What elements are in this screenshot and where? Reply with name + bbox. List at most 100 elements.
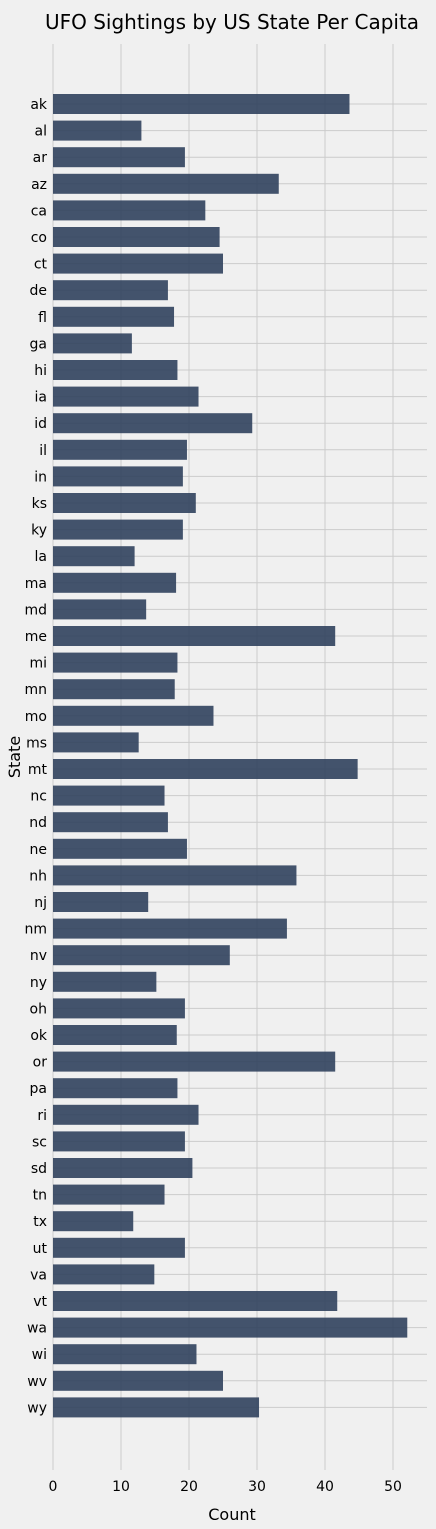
y-tick-labels: ak al ar az ca co ct de fl ga hi ia id il in ks ky la ma md… xyxy=(24,97,47,1416)
bar-mi xyxy=(53,652,178,673)
y-tick-label-wy: wy xyxy=(27,1400,47,1416)
bar-or xyxy=(53,1051,336,1072)
bar-ut xyxy=(53,1237,185,1258)
x-tick-label: 20 xyxy=(180,1479,198,1495)
bar-nh xyxy=(53,865,297,886)
bars xyxy=(53,94,408,1418)
bar-ak xyxy=(53,94,350,114)
bar-wv xyxy=(53,1370,223,1391)
bar-nv xyxy=(53,945,230,966)
bar-nm xyxy=(53,918,287,939)
y-tick-label-ga: ga xyxy=(30,336,47,352)
bar-wa xyxy=(53,1317,408,1338)
bar-ny xyxy=(53,971,157,992)
y-tick-label-ia: ia xyxy=(35,390,47,406)
bar-ga xyxy=(53,333,132,354)
y-tick-label-id: id xyxy=(34,416,47,432)
y-tick-label-tx: tx xyxy=(33,1214,47,1230)
y-tick-label-ks: ks xyxy=(32,496,47,512)
y-tick-label-wi: wi xyxy=(32,1347,47,1363)
bar-il xyxy=(53,439,187,460)
y-tick-label-ca: ca xyxy=(31,203,47,219)
y-tick-label-de: de xyxy=(30,283,48,299)
bar-in xyxy=(53,466,183,487)
x-tick-label: 10 xyxy=(112,1479,130,1495)
y-tick-label-sc: sc xyxy=(32,1134,47,1150)
bar-ne xyxy=(53,838,187,859)
y-tick-label-nh: nh xyxy=(29,868,47,884)
y-tick-label-ar: ar xyxy=(33,150,48,166)
y-tick-label-or: or xyxy=(33,1055,48,1071)
bar-nj xyxy=(53,892,149,912)
y-tick-label-in: in xyxy=(34,469,47,485)
bar-id xyxy=(53,413,253,434)
bar-co xyxy=(53,227,220,247)
bar-al xyxy=(53,120,142,141)
y-tick-label-mn: mn xyxy=(24,682,47,698)
y-tick-label-hi: hi xyxy=(34,363,47,379)
bar-az xyxy=(53,173,279,194)
bar-oh xyxy=(53,998,185,1019)
bar-hi xyxy=(53,360,178,380)
y-tick-label-ok: ok xyxy=(30,1028,48,1044)
y-tick-label-nv: nv xyxy=(30,948,47,964)
y-tick-label-md: md xyxy=(24,602,47,618)
y-tick-label-ak: ak xyxy=(30,97,48,113)
y-tick-label-ms: ms xyxy=(26,735,47,751)
bar-sd xyxy=(53,1158,193,1178)
y-tick-label-wa: wa xyxy=(27,1321,47,1337)
x-tick-label: 40 xyxy=(316,1479,334,1495)
y-tick-label-sd: sd xyxy=(31,1161,47,1177)
bar-ma xyxy=(53,572,177,593)
y-tick-label-nm: nm xyxy=(24,922,47,938)
y-tick-label-nj: nj xyxy=(34,895,47,911)
y-tick-label-pa: pa xyxy=(30,1081,47,1097)
y-tick-label-ut: ut xyxy=(33,1241,48,1257)
y-tick-label-mi: mi xyxy=(29,656,47,672)
y-tick-label-va: va xyxy=(30,1267,47,1283)
bar-ky xyxy=(53,519,183,540)
x-tick-label: 30 xyxy=(248,1479,266,1495)
bar-md xyxy=(53,599,147,620)
y-tick-label-al: al xyxy=(35,124,47,140)
y-tick-label-tn: tn xyxy=(33,1188,47,1204)
bar-pa xyxy=(53,1078,178,1099)
bar-tn xyxy=(53,1184,165,1205)
x-axis-label: Count xyxy=(208,1505,256,1524)
y-tick-label-nd: nd xyxy=(29,815,47,831)
bar-wi xyxy=(53,1344,197,1365)
bar-nc xyxy=(53,785,165,806)
bar-fl xyxy=(53,306,175,327)
bar-sc xyxy=(53,1131,185,1152)
bar-ri xyxy=(53,1104,199,1125)
y-tick-label-la: la xyxy=(35,549,47,565)
y-tick-label-co: co xyxy=(31,230,47,246)
bar-va xyxy=(53,1264,155,1285)
bar-ar xyxy=(53,147,185,168)
y-tick-label-mo: mo xyxy=(25,709,47,725)
bar-me xyxy=(53,626,336,646)
y-axis-label: State xyxy=(5,736,24,778)
bar-de xyxy=(53,280,168,301)
bar-tx xyxy=(53,1211,134,1232)
y-tick-label-vt: vt xyxy=(33,1294,47,1310)
bar-vt xyxy=(53,1291,338,1311)
y-tick-label-il: il xyxy=(39,443,47,459)
y-tick-label-me: me xyxy=(25,629,47,645)
x-tick-label: 0 xyxy=(49,1479,58,1495)
bar-ok xyxy=(53,1025,177,1045)
y-tick-label-mt: mt xyxy=(28,762,48,778)
chart-title: UFO Sightings by US State Per Capita xyxy=(45,10,419,34)
x-tick-labels: 0 10 20 30 40 50 xyxy=(49,1479,402,1495)
bar-ms xyxy=(53,732,139,753)
y-tick-label-oh: oh xyxy=(30,1001,47,1017)
y-tick-label-ky: ky xyxy=(31,523,47,539)
y-tick-label-ri: ri xyxy=(37,1108,47,1124)
x-tick-label: 50 xyxy=(384,1479,402,1495)
bar-la xyxy=(53,546,135,567)
bar-mo xyxy=(53,705,214,726)
bar-wy xyxy=(53,1397,260,1418)
bar-ct xyxy=(53,253,223,274)
x-gridlines xyxy=(52,44,394,1470)
